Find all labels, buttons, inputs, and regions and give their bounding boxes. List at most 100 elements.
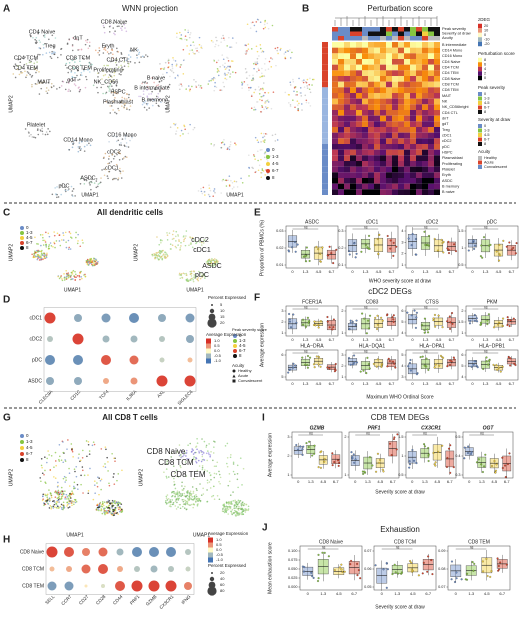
cell-dot [289, 104, 292, 106]
cell-dot [70, 500, 72, 502]
cell-dot [87, 261, 89, 264]
cell-dot [227, 65, 229, 68]
cell-dot [83, 274, 85, 276]
heat-cell [356, 132, 362, 139]
cell-dot [166, 234, 169, 236]
y-tick-label: 0.07 [438, 585, 445, 589]
point [312, 576, 315, 579]
cell-dot [220, 41, 222, 43]
heat-cell [338, 53, 344, 59]
heat-cell [434, 98, 440, 105]
point [393, 563, 396, 566]
cell-dot [80, 177, 82, 180]
heat-cell [356, 70, 362, 76]
cell-dot [246, 23, 249, 26]
cell-dot [190, 494, 193, 496]
cell-dot [39, 41, 42, 43]
panel-title: Exhaustion [380, 525, 420, 534]
cell-dot [263, 63, 266, 65]
cell-dot [203, 440, 206, 443]
cell-dot [57, 196, 60, 198]
cell-dot [252, 62, 255, 65]
legend-label: 6-7 [484, 138, 490, 142]
cell-dot [39, 256, 42, 259]
cluster-label: Proliferating [93, 67, 122, 73]
panel-label: D [3, 295, 10, 306]
heat-cell [332, 144, 338, 150]
cell-dot [227, 506, 230, 508]
cell-dot [255, 45, 258, 48]
point [359, 370, 362, 373]
point [452, 466, 455, 469]
heat-cell [374, 172, 380, 178]
cell-dot [137, 49, 139, 51]
heat-cell [410, 104, 416, 110]
cell-dot [115, 163, 118, 166]
dot [44, 312, 56, 324]
heat-cell [380, 76, 386, 82]
cell-dot [80, 276, 82, 278]
heat-cell [332, 42, 338, 48]
axis-label: UMAP2 [8, 469, 14, 486]
heat-cell [410, 155, 416, 161]
cell-dot [82, 57, 85, 60]
heat-cell [368, 104, 374, 110]
cell-dot [267, 68, 270, 70]
cell-dot [39, 47, 42, 50]
cell-dot [230, 454, 232, 456]
cell-dot [68, 498, 70, 501]
point [334, 369, 337, 372]
point [497, 366, 500, 369]
cell-dot [113, 99, 116, 101]
heat-cell [392, 132, 398, 139]
cell-dot [104, 81, 107, 84]
cell-dot [259, 76, 261, 78]
heat-cell [398, 53, 404, 59]
cell-dot [54, 187, 56, 189]
point [476, 320, 479, 323]
cell-dot [212, 452, 215, 454]
point [389, 247, 392, 250]
point [319, 252, 322, 255]
cell-dot [223, 39, 226, 41]
x-tick-label: 4-5 [496, 337, 503, 342]
cell-dot [262, 27, 265, 30]
heat-cell [392, 42, 398, 48]
cell-dot [37, 128, 39, 130]
cell-dot [74, 84, 77, 87]
cell-dot [168, 505, 171, 507]
cell-dot [267, 101, 270, 103]
heat-cell [404, 127, 410, 133]
cell-dot [195, 487, 198, 490]
cell-dot [213, 446, 215, 448]
heat-cell [380, 70, 386, 76]
cell-dot [98, 493, 100, 496]
row-label: B intermediate [442, 43, 466, 47]
cell-dot [185, 449, 188, 452]
point [508, 452, 511, 455]
x-tick-label: 0 [291, 269, 294, 274]
cell-dot [101, 503, 104, 505]
cell-dot [35, 71, 37, 74]
heat-cell [398, 121, 404, 127]
point [481, 256, 484, 259]
cell-dot [102, 52, 105, 54]
heat-cell [374, 138, 380, 144]
cell-dot [157, 104, 160, 107]
cell-dot [245, 509, 248, 512]
cell-dot [284, 56, 286, 59]
point [408, 466, 411, 469]
cell-dot [66, 496, 69, 498]
heat-cell [356, 144, 362, 150]
cell-dot [165, 497, 168, 499]
point [307, 446, 310, 449]
cell-dot [127, 96, 130, 99]
cell-dot [230, 512, 233, 514]
cell-dot [108, 31, 111, 33]
cell-dot [41, 472, 44, 475]
heat-cell [386, 149, 392, 156]
point [473, 314, 476, 317]
row-annotation [322, 132, 328, 139]
heat-cell [386, 138, 392, 144]
cell-dot [192, 506, 194, 509]
